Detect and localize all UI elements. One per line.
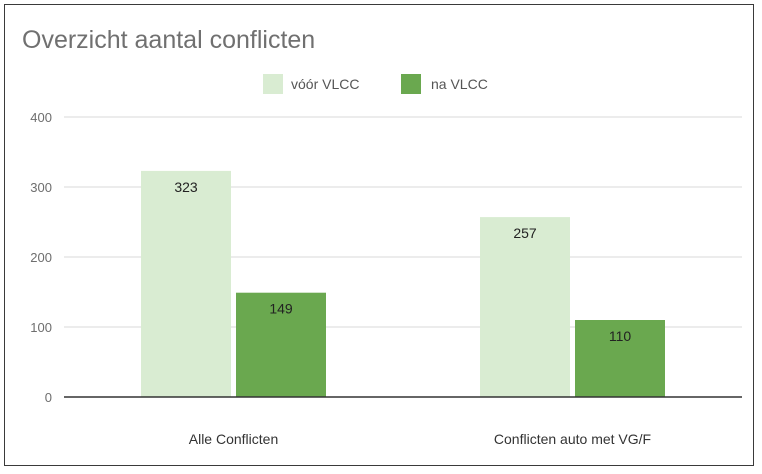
legend-swatch-na-vlcc[interactable] — [401, 74, 421, 94]
data-label-na-vlcc-1: 110 — [609, 328, 632, 344]
bar-voor-vlcc-0[interactable] — [141, 170, 231, 397]
data-label-voor-vlcc-1: 257 — [513, 225, 537, 241]
legend-swatch-voor-vlcc[interactable] — [263, 74, 283, 94]
y-tick-label-300: 300 — [30, 180, 52, 195]
data-label-na-vlcc-0: 149 — [269, 301, 293, 317]
bar-na-vlcc-1[interactable] — [575, 320, 665, 397]
y-tick-label-0: 0 — [45, 390, 52, 405]
bar-voor-vlcc-1[interactable] — [480, 217, 570, 397]
legend-label-na-vlcc[interactable]: na VLCC — [431, 76, 488, 92]
chart-title: Overzicht aantal conflicten — [22, 26, 316, 54]
y-tick-label-400: 400 — [30, 110, 52, 125]
bar-na-vlcc-0[interactable] — [236, 292, 326, 397]
x-category-label-0: Alle Conflicten — [189, 431, 279, 447]
legend-label-voor-vlcc[interactable]: vóór VLCC — [291, 76, 359, 92]
x-category-label-1: Conflicten auto met VG/F — [494, 431, 651, 447]
y-tick-label-200: 200 — [30, 250, 52, 265]
data-label-voor-vlcc-0: 323 — [174, 179, 198, 195]
y-tick-label-100: 100 — [30, 320, 52, 335]
